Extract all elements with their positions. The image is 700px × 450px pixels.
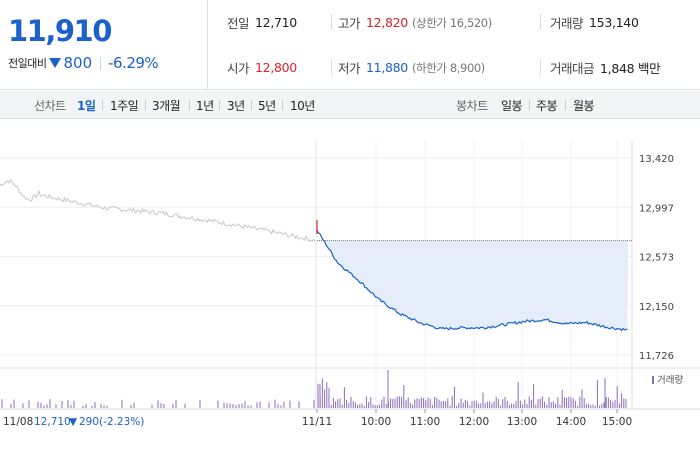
current-price-box: 11,910 전일대비 800 -6.29% [0, 0, 208, 90]
divider [565, 100, 566, 110]
candle-chart-label: 봉차트 [456, 99, 488, 113]
stat-open: 시가 12,800 [227, 45, 297, 90]
stat-value: 153,140 [589, 15, 639, 30]
stats-row-2: 시가 12,800 저가 11,880 (하한가 8,900) 거래대금 1,8… [209, 45, 700, 90]
stat-value: 12,710 [255, 15, 297, 30]
divider [251, 100, 252, 110]
volume-bars [1, 370, 627, 408]
x-tick-label: 13:00 [507, 416, 537, 428]
y-axis: 13,420 12,997 12,573 12,150 11,726 [639, 154, 674, 362]
period-1d-tab[interactable]: 1일 [77, 99, 96, 113]
x-tick-label: 11:00 [410, 416, 440, 428]
quote-panel: 11,910 전일대비 800 -6.29% 전일 12,710 고가 12,8… [0, 0, 700, 90]
divider [331, 14, 332, 30]
candle-monthly-tab[interactable]: 월봉 [573, 99, 595, 113]
y-tick-label: 12,150 [639, 302, 674, 313]
divider [102, 100, 103, 110]
x-tick-label: 14:00 [556, 416, 586, 428]
stat-value: 12,800 [255, 60, 297, 75]
divider [540, 59, 541, 75]
stats-row-1: 전일 12,710 고가 12,820 (상한가 16,520) 거래량 153… [209, 0, 700, 45]
stat-label: 시가 [227, 61, 250, 76]
footer-change-pct: (-2.23%) [99, 416, 144, 428]
footer-down-icon: ▼ [69, 416, 78, 428]
stat-label: 거래량 [550, 16, 584, 31]
x-tick-label: 11/11 [302, 416, 332, 428]
line-chart-label: 선차트 [34, 99, 66, 113]
stat-high: 고가 12,820 (상한가 16,520) [338, 0, 492, 45]
stat-low: 저가 11,880 (하한가 8,900) [338, 45, 485, 90]
stat-trade-value: 거래대금 1,848 백만 [550, 45, 661, 90]
period-1w-tab[interactable]: 1주일 [110, 99, 139, 113]
footer-change: 290 [79, 416, 99, 428]
y-tick-label: 12,573 [639, 253, 674, 264]
x-axis: 11/11 10:00 11:00 12:00 13:00 14:00 15:00 [302, 409, 632, 428]
x-tick-label: 12:00 [459, 416, 489, 428]
stat-label: 거래대금 [550, 61, 595, 76]
chart-toolbar: 선차트 1일 1주일 3개월 1년 3년 5년 10년 봉차트 일봉 주봉 월봉 [0, 91, 700, 119]
x-tick-label: 15:00 [602, 416, 632, 428]
volume-legend-swatch [652, 376, 654, 384]
stat-value: 12,820 [366, 15, 408, 30]
divider [145, 100, 146, 110]
period-3y-tab[interactable]: 3년 [227, 99, 245, 113]
change-row: 전일대비 800 -6.29% [8, 54, 159, 72]
divider [189, 100, 190, 110]
upper-limit: (상한가 16,520) [411, 15, 492, 30]
change-label: 전일대비 [8, 57, 47, 70]
footer-date: 11/08 [3, 416, 33, 428]
candle-daily-tab[interactable]: 일봉 [501, 99, 523, 113]
stat-label: 저가 [338, 61, 361, 76]
divider [282, 100, 283, 110]
footer-close: 12,710 [34, 416, 71, 428]
period-5y-tab[interactable]: 5년 [258, 99, 276, 113]
price-chart[interactable]: 13,420 12,997 12,573 12,150 11,726 거래량 11/11… [0, 120, 700, 450]
stats-grid: 전일 12,710 고가 12,820 (상한가 16,520) 거래량 153… [209, 0, 700, 90]
period-1y-tab[interactable]: 1년 [196, 99, 214, 113]
divider [540, 14, 541, 30]
divider [529, 100, 530, 110]
down-triangle-icon [49, 58, 62, 68]
period-3m-tab[interactable]: 3개월 [152, 99, 181, 113]
change-percent: -6.29% [108, 54, 159, 72]
volume-legend: 거래량 [652, 374, 683, 386]
volume-legend-label: 거래량 [657, 374, 683, 386]
y-tick-label: 12,997 [639, 203, 674, 214]
divider [331, 59, 332, 75]
stat-value: 1,848 백만 [600, 61, 661, 76]
divider [100, 56, 102, 70]
lower-limit: (하한가 8,900) [411, 60, 485, 75]
current-price: 11,910 [8, 14, 112, 48]
x-tick-label: 10:00 [361, 416, 391, 428]
prev-day-series-line [0, 178, 316, 243]
change-amount: 800 [63, 54, 93, 72]
today-series-line [316, 229, 628, 332]
prev-day-footer: 11/08 12,710 ▼ 290 (-2.23%) [3, 416, 144, 428]
stat-prev-close: 전일 12,710 [227, 0, 297, 45]
candle-weekly-tab[interactable]: 주봉 [536, 99, 558, 113]
stat-label: 전일 [227, 16, 250, 31]
period-10y-tab[interactable]: 10년 [290, 99, 315, 113]
divider [219, 100, 220, 110]
y-tick-label: 13,420 [639, 154, 674, 165]
today-area-fill [317, 240, 628, 331]
stat-label: 고가 [338, 16, 361, 31]
y-tick-label: 11,726 [639, 351, 674, 362]
stat-volume: 거래량 153,140 [550, 0, 639, 45]
stat-value: 11,880 [366, 60, 408, 75]
